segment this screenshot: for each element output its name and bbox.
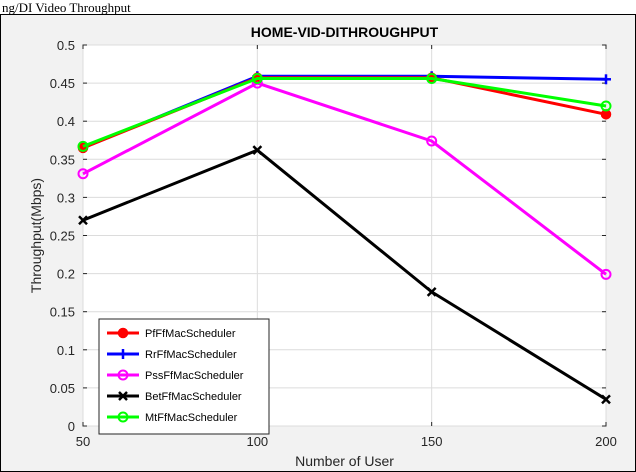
series-line: [82, 81, 607, 276]
y-tick-label: 0: [68, 419, 75, 434]
legend-item: PssFfMacScheduler: [107, 369, 244, 382]
series-BetFfMacScheduler: [78, 145, 611, 405]
grid-lines: [82, 44, 607, 427]
data-point: [426, 135, 438, 147]
legend-item: BetFfMacScheduler: [107, 391, 242, 403]
x-tick-label: 200: [595, 434, 617, 449]
legend-label: BetFfMacScheduler: [145, 391, 242, 403]
data-point: [77, 168, 89, 180]
series-layer: [77, 71, 612, 405]
legend: PfFfMacScheduler RrFfMacScheduler PssFfMac…: [98, 318, 270, 435]
y-tick-label: 0.1: [57, 343, 75, 358]
y-tick-label: 0.2: [57, 267, 75, 282]
data-point: [78, 215, 88, 226]
legend-marker: [117, 327, 129, 339]
figure-frame: 50 100 150 200 0 0.05 0.1 0.15 0.2 0.25 0.3 0.35 0.4…: [0, 14, 636, 472]
data-point: [426, 73, 438, 85]
legend-marker: [118, 391, 128, 401]
data-point: [600, 100, 612, 112]
cross-b: [426, 287, 437, 297]
cross-b: [252, 145, 263, 156]
legend-marker: [117, 369, 129, 381]
data-point: [601, 74, 611, 85]
data-point: [77, 140, 89, 152]
data-point: [426, 287, 437, 297]
y-axis-label: Throughput(Mbps): [28, 178, 44, 293]
y-tick-label: 0.05: [50, 381, 75, 396]
data-point: [601, 394, 611, 405]
x-tick-label: 100: [246, 434, 268, 449]
data-point: [251, 73, 263, 85]
legend-item: RrFfMacScheduler: [107, 349, 237, 361]
y-tick-label: 0.3: [57, 190, 75, 205]
series-MtFfMacScheduler: [77, 73, 612, 152]
series-line: [82, 148, 607, 401]
data-point: [600, 268, 612, 280]
legend-label: PfFfMacScheduler: [145, 328, 236, 340]
chart-title: HOME-VID-DITHROUGHPUT: [251, 24, 439, 40]
legend-label: RrFfMacScheduler: [145, 349, 237, 361]
axis-ticks: 50 100 150 200 0 0.05 0.1 0.15 0.2 0.25 0.3 0.35 0.4…: [50, 38, 617, 449]
cross-b: [118, 391, 128, 401]
y-tick-label: 0.25: [50, 229, 75, 244]
line-chart: 50 100 150 200 0 0.05 0.1 0.15 0.2 0.25 0.3 0.35 0.4…: [28, 24, 617, 469]
y-tick-label: 0.15: [50, 305, 75, 320]
x-tick-label: 50: [76, 434, 90, 449]
x-tick-label: 150: [421, 434, 443, 449]
caption-fragment: ng/DI Video Throughput: [2, 0, 131, 14]
legend-item: MtFfMacScheduler: [107, 411, 238, 424]
data-point: [252, 145, 263, 156]
y-tick-label: 0.35: [50, 152, 75, 167]
cross-b: [78, 215, 88, 226]
cross-b: [601, 394, 611, 405]
y-tick-label: 0.5: [57, 38, 75, 53]
legend-label: MtFfMacScheduler: [145, 412, 238, 424]
legend-marker: [118, 349, 128, 359]
legend-item: PfFfMacScheduler: [107, 327, 236, 340]
x-axis-label: Number of User: [295, 453, 394, 469]
y-tick-label: 0.4: [57, 114, 75, 129]
series-line: [82, 77, 607, 148]
y-tick-label: 0.45: [50, 76, 75, 91]
legend-label: PssFfMacScheduler: [145, 370, 244, 382]
legend-marker: [117, 411, 129, 423]
